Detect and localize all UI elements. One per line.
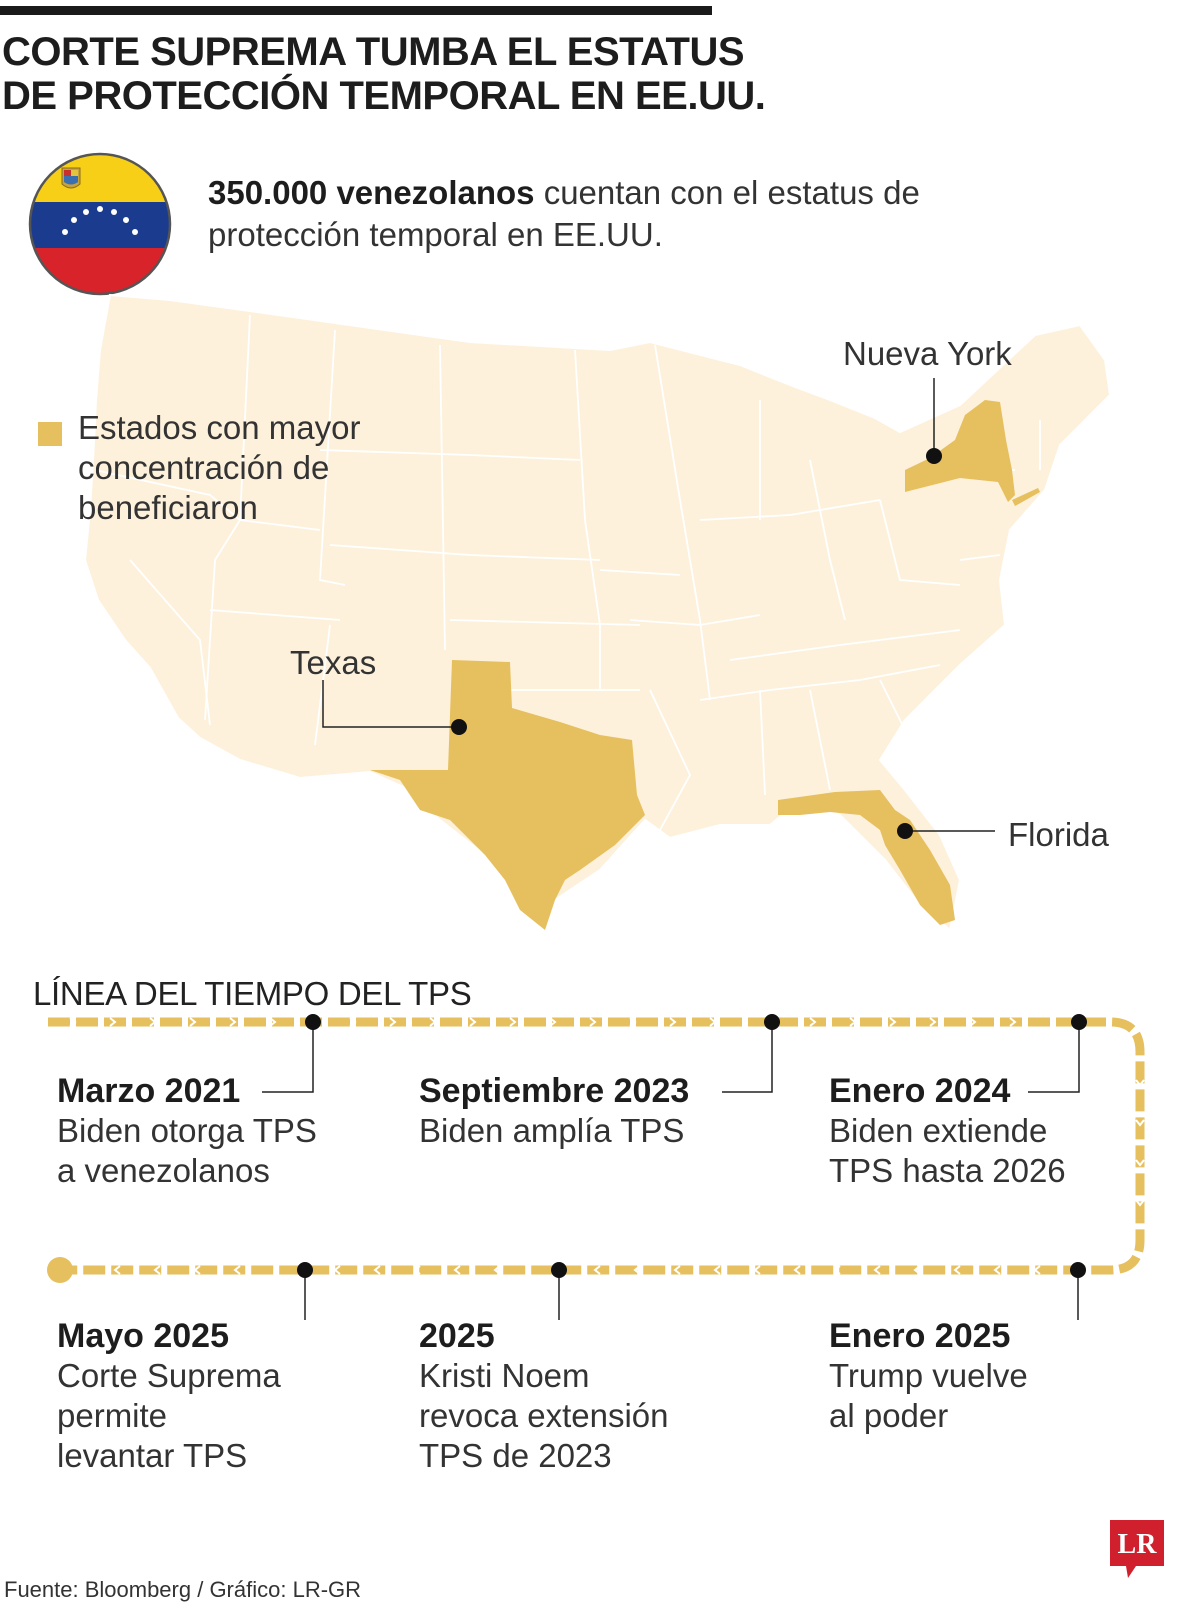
timeline-event: Septiembre 2023 Biden amplía TPS <box>419 1071 749 1151</box>
page-title: CORTE SUPREMA TUMBA EL ESTATUS DE PROTEC… <box>2 30 766 118</box>
state-florida <box>778 790 955 925</box>
event-description: Biden otorga TPS a venezolanos <box>57 1112 317 1189</box>
event-date: Enero 2024 <box>829 1071 1017 1111</box>
event-dot-mayo-2025 <box>297 1262 313 1278</box>
label-texas: Texas <box>290 644 377 681</box>
timeline-event: Mayo 2025 Corte Suprema permite levantar… <box>57 1316 387 1476</box>
state-new-york-island <box>1012 488 1040 506</box>
event-date: Marzo 2021 <box>57 1071 247 1111</box>
logo-text: LR <box>1118 1529 1158 1560</box>
event-dot-marzo-2021 <box>305 1014 321 1030</box>
headline-rest: cuentan con el estatus de protección tem… <box>208 174 920 253</box>
state-new-york <box>905 400 1015 502</box>
event-dot-enero-2025 <box>1070 1262 1086 1278</box>
timeline-end-dot <box>47 1257 73 1283</box>
label-new-york: Nueva York <box>843 335 1012 372</box>
state-borders <box>94 314 1041 831</box>
event-dot-enero-2024 <box>1071 1014 1087 1030</box>
event-dot-2025 <box>551 1262 567 1278</box>
timeline-track <box>47 1014 1145 1320</box>
state-texas <box>370 660 645 930</box>
event-dot-septiembre-2023 <box>764 1014 780 1030</box>
event-date: Mayo 2025 <box>57 1316 235 1356</box>
texas-dot <box>451 719 467 735</box>
timeline-event: Enero 2024 Biden extiende TPS hasta 2026 <box>829 1071 1159 1191</box>
title-line-1: CORTE SUPREMA TUMBA EL ESTATUS <box>2 30 745 74</box>
new-york-dot <box>926 448 942 464</box>
legend-swatch <box>38 422 62 446</box>
event-description: Corte Suprema permite levantar TPS <box>57 1357 281 1474</box>
florida-dot <box>897 823 913 839</box>
lr-logo-icon: LR <box>1110 1520 1164 1578</box>
timeline-event: Enero 2025 Trump vuelve al poder <box>829 1316 1159 1436</box>
us-map <box>83 293 1112 932</box>
headline-bold: 350.000 venezolanos <box>208 174 535 211</box>
timeline-event: Marzo 2021 Biden otorga TPS a venezolano… <box>57 1071 387 1191</box>
event-description: Biden extiende TPS hasta 2026 <box>829 1112 1066 1189</box>
event-date: Enero 2025 <box>829 1316 1017 1356</box>
timeline-chevrons <box>69 1017 1145 1275</box>
event-description: Trump vuelve al poder <box>829 1357 1028 1434</box>
venezuela-flag-icon <box>28 152 172 296</box>
title-line-2: DE PROTECCIÓN TEMPORAL EN EE.UU. <box>2 74 766 118</box>
map-pointers <box>322 378 995 832</box>
headline: 350.000 venezolanos cuentan con el estat… <box>208 172 1008 256</box>
top-rule <box>0 6 712 15</box>
source-credit: Fuente: Bloomberg / Gráfico: LR-GR <box>4 1577 362 1602</box>
legend-label: Estados con mayor concentración de benef… <box>78 409 361 526</box>
event-description: Biden amplía TPS <box>419 1112 685 1149</box>
timeline-connectors <box>262 1022 1080 1320</box>
event-date: 2025 <box>419 1316 501 1356</box>
event-description: Kristi Noem revoca extensión TPS de 2023 <box>419 1357 669 1474</box>
timeline-path <box>48 1017 1145 1275</box>
timeline-title: LÍNEA DEL TIEMPO DEL TPS <box>33 975 472 1012</box>
timeline-event: 2025 Kristi Noem revoca extensión TPS de… <box>419 1316 749 1476</box>
label-florida: Florida <box>1008 816 1109 853</box>
event-date: Septiembre 2023 <box>419 1071 696 1111</box>
